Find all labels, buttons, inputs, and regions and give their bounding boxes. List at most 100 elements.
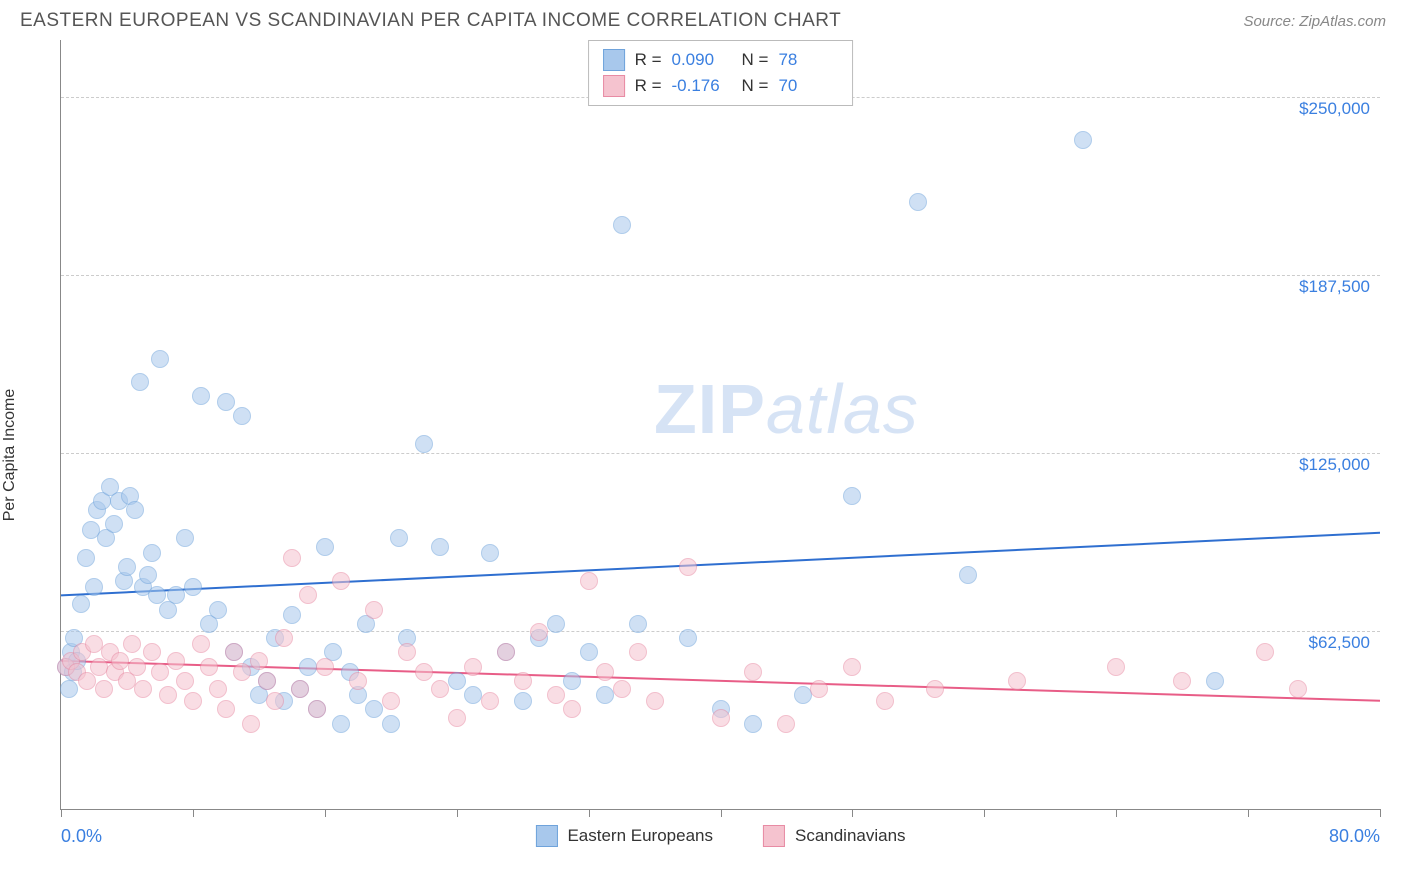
- scatter-point-scandinavian: [233, 663, 251, 681]
- scatter-point-eastern: [390, 529, 408, 547]
- scatter-point-scandinavian: [151, 663, 169, 681]
- scatter-point-scandinavian: [481, 692, 499, 710]
- scatter-point-scandinavian: [176, 672, 194, 690]
- x-tick: [984, 809, 985, 817]
- swatch-scandinavian: [603, 75, 625, 97]
- watermark: ZIPatlas: [654, 369, 919, 449]
- x-max-label: 80.0%: [1329, 826, 1380, 847]
- scatter-point-scandinavian: [365, 601, 383, 619]
- scatter-point-eastern: [580, 643, 598, 661]
- y-tick-label: $187,500: [1299, 277, 1370, 297]
- scatter-point-eastern: [679, 629, 697, 647]
- y-tick-label: $250,000: [1299, 99, 1370, 119]
- scatter-point-scandinavian: [349, 672, 367, 690]
- scatter-point-scandinavian: [217, 700, 235, 718]
- scatter-point-eastern: [143, 544, 161, 562]
- scatter-point-scandinavian: [1107, 658, 1125, 676]
- scatter-point-scandinavian: [744, 663, 762, 681]
- y-tick-label: $62,500: [1309, 633, 1370, 653]
- x-min-label: 0.0%: [61, 826, 102, 847]
- scatter-point-eastern: [184, 578, 202, 596]
- x-tick: [457, 809, 458, 817]
- scatter-point-scandinavian: [415, 663, 433, 681]
- scatter-point-scandinavian: [184, 692, 202, 710]
- scatter-point-scandinavian: [283, 549, 301, 567]
- scatter-point-scandinavian: [128, 658, 146, 676]
- stats-legend-box: R = 0.090 N = 78 R = -0.176 N = 70: [588, 40, 854, 106]
- scatter-point-eastern: [151, 350, 169, 368]
- plot-area: ZIPatlas R = 0.090 N = 78 R = -0.176 N =…: [60, 40, 1380, 810]
- bottom-legend: Eastern Europeans Scandinavians: [535, 825, 905, 847]
- scatter-point-scandinavian: [159, 686, 177, 704]
- scatter-point-scandinavian: [1256, 643, 1274, 661]
- scatter-point-scandinavian: [843, 658, 861, 676]
- scatter-point-scandinavian: [123, 635, 141, 653]
- scatter-point-eastern: [85, 578, 103, 596]
- x-tick: [325, 809, 326, 817]
- scatter-point-eastern: [332, 715, 350, 733]
- scatter-point-scandinavian: [167, 652, 185, 670]
- scatter-point-eastern: [464, 686, 482, 704]
- scatter-point-scandinavian: [316, 658, 334, 676]
- scatter-point-scandinavian: [258, 672, 276, 690]
- scatter-point-scandinavian: [530, 623, 548, 641]
- scatter-point-eastern: [192, 387, 210, 405]
- scatter-point-eastern: [382, 715, 400, 733]
- scatter-point-eastern: [563, 672, 581, 690]
- scatter-point-scandinavian: [266, 692, 284, 710]
- scatter-point-scandinavian: [382, 692, 400, 710]
- source-label: Source: ZipAtlas.com: [1243, 13, 1386, 30]
- scatter-point-eastern: [176, 529, 194, 547]
- stats-row-eastern: R = 0.090 N = 78: [603, 47, 839, 73]
- x-tick: [1380, 809, 1381, 817]
- scatter-point-scandinavian: [712, 709, 730, 727]
- r-label: R =: [635, 76, 662, 96]
- scatter-point-scandinavian: [514, 672, 532, 690]
- scatter-point-eastern: [514, 692, 532, 710]
- scatter-point-scandinavian: [563, 700, 581, 718]
- scatter-point-scandinavian: [332, 572, 350, 590]
- scatter-point-scandinavian: [810, 680, 828, 698]
- x-tick: [852, 809, 853, 817]
- scatter-point-scandinavian: [777, 715, 795, 733]
- scatter-point-eastern: [1074, 131, 1092, 149]
- scatter-point-eastern: [1206, 672, 1224, 690]
- scatter-point-scandinavian: [200, 658, 218, 676]
- plot-wrap: Per Capita Income ZIPatlas R = 0.090 N =…: [20, 40, 1386, 870]
- scatter-point-eastern: [72, 595, 90, 613]
- watermark-bold: ZIP: [654, 370, 766, 448]
- scatter-point-eastern: [613, 216, 631, 234]
- scatter-point-eastern: [126, 501, 144, 519]
- scatter-point-scandinavian: [1173, 672, 1191, 690]
- stats-row-scandinavian: R = -0.176 N = 70: [603, 73, 839, 99]
- scatter-point-eastern: [415, 435, 433, 453]
- scatter-point-eastern: [547, 615, 565, 633]
- x-tick: [61, 809, 62, 817]
- scatter-point-eastern: [431, 538, 449, 556]
- scatter-point-scandinavian: [679, 558, 697, 576]
- r-value: 0.090: [672, 50, 732, 70]
- watermark-light: atlas: [766, 370, 919, 448]
- scatter-point-scandinavian: [926, 680, 944, 698]
- scatter-point-scandinavian: [225, 643, 243, 661]
- scatter-point-scandinavian: [580, 572, 598, 590]
- r-label: R =: [635, 50, 662, 70]
- scatter-point-eastern: [283, 606, 301, 624]
- scatter-point-eastern: [299, 658, 317, 676]
- scatter-point-eastern: [481, 544, 499, 562]
- scatter-point-eastern: [105, 515, 123, 533]
- scatter-point-scandinavian: [876, 692, 894, 710]
- scatter-point-scandinavian: [464, 658, 482, 676]
- x-tick: [1116, 809, 1117, 817]
- scatter-point-scandinavian: [209, 680, 227, 698]
- legend-item-eastern: Eastern Europeans: [535, 825, 713, 847]
- y-tick-label: $125,000: [1299, 455, 1370, 475]
- swatch-scandinavian: [763, 825, 785, 847]
- r-value: -0.176: [672, 76, 732, 96]
- scatter-point-eastern: [118, 558, 136, 576]
- n-value: 78: [778, 50, 838, 70]
- scatter-point-eastern: [596, 686, 614, 704]
- legend-label: Eastern Europeans: [567, 826, 713, 846]
- chart-container: EASTERN EUROPEAN VS SCANDINAVIAN PER CAP…: [0, 0, 1406, 892]
- scatter-point-scandinavian: [299, 586, 317, 604]
